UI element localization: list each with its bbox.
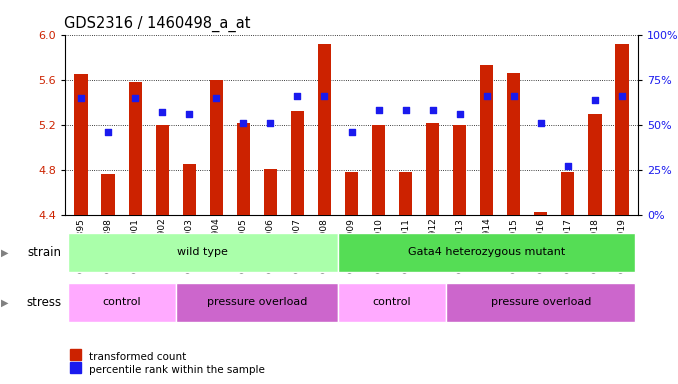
Bar [182,164,196,215]
Point [238,120,249,126]
Bar [68,283,176,322]
Point [211,95,222,101]
Point [265,120,276,126]
Text: GSM126915: GSM126915 [509,218,518,273]
Text: GSM126909: GSM126909 [347,218,356,273]
Text: GSM126906: GSM126906 [266,218,275,273]
Bar [210,80,223,215]
Text: Gata4 heterozygous mutant: Gata4 heterozygous mutant [408,247,565,258]
Text: GSM126895: GSM126895 [77,218,85,273]
Bar [237,122,250,215]
Text: ▶: ▶ [1,248,8,258]
Point [400,107,411,113]
Text: pressure overload: pressure overload [490,297,591,308]
Point [373,107,384,113]
Text: strain: strain [28,246,62,259]
Point [103,129,114,135]
Point [346,129,357,135]
Text: ▶: ▶ [1,298,8,308]
Legend: transformed count, percentile rank within the sample: transformed count, percentile rank withi… [71,352,265,375]
Point [76,95,87,101]
Point [589,96,600,103]
Bar [561,172,574,215]
Text: GSM126913: GSM126913 [455,218,464,273]
Text: GSM126905: GSM126905 [239,218,248,273]
Text: GSM126919: GSM126919 [617,218,626,273]
Text: GSM126918: GSM126918 [591,218,599,273]
Text: GSM126901: GSM126901 [131,218,140,273]
Text: GSM126917: GSM126917 [563,218,572,273]
Text: GSM126898: GSM126898 [104,218,113,273]
Bar [507,73,521,215]
Point [481,93,492,99]
Bar [155,125,169,215]
Point [130,95,141,101]
Bar [102,174,115,215]
Point [184,111,195,117]
Bar [338,233,635,272]
Text: pressure overload: pressure overload [207,297,307,308]
Point [562,163,573,169]
Text: control: control [373,297,412,308]
Bar [344,172,358,215]
Bar [588,114,601,215]
Bar [446,283,635,322]
Bar [338,283,446,322]
Point [535,120,546,126]
Text: GSM126908: GSM126908 [320,218,329,273]
Bar [291,111,304,215]
Bar [176,283,338,322]
Bar [426,122,439,215]
Text: control: control [102,297,141,308]
Bar [75,74,88,215]
Text: GSM126912: GSM126912 [428,218,437,273]
Text: GSM126914: GSM126914 [482,218,491,273]
Point [157,109,167,115]
Bar [372,125,385,215]
Bar [453,125,466,215]
Bar [68,233,338,272]
Text: wild type: wild type [178,247,228,258]
Bar [264,169,277,215]
Bar [615,44,629,215]
Text: GSM126907: GSM126907 [293,218,302,273]
Text: GSM126916: GSM126916 [536,218,545,273]
Point [616,93,627,99]
Point [508,93,519,99]
Text: GSM126911: GSM126911 [401,218,410,273]
Text: stress: stress [26,296,62,309]
Point [427,107,438,113]
Point [454,111,465,117]
Text: GDS2316 / 1460498_a_at: GDS2316 / 1460498_a_at [64,16,251,32]
Point [319,93,330,99]
Text: GSM126902: GSM126902 [158,218,167,273]
Bar [129,82,142,215]
Bar [399,172,412,215]
Text: GSM126903: GSM126903 [185,218,194,273]
Bar [534,212,547,215]
Point [292,93,303,99]
Bar [318,44,332,215]
Text: GSM126904: GSM126904 [212,218,221,273]
Bar [480,65,494,215]
Text: GSM126910: GSM126910 [374,218,383,273]
